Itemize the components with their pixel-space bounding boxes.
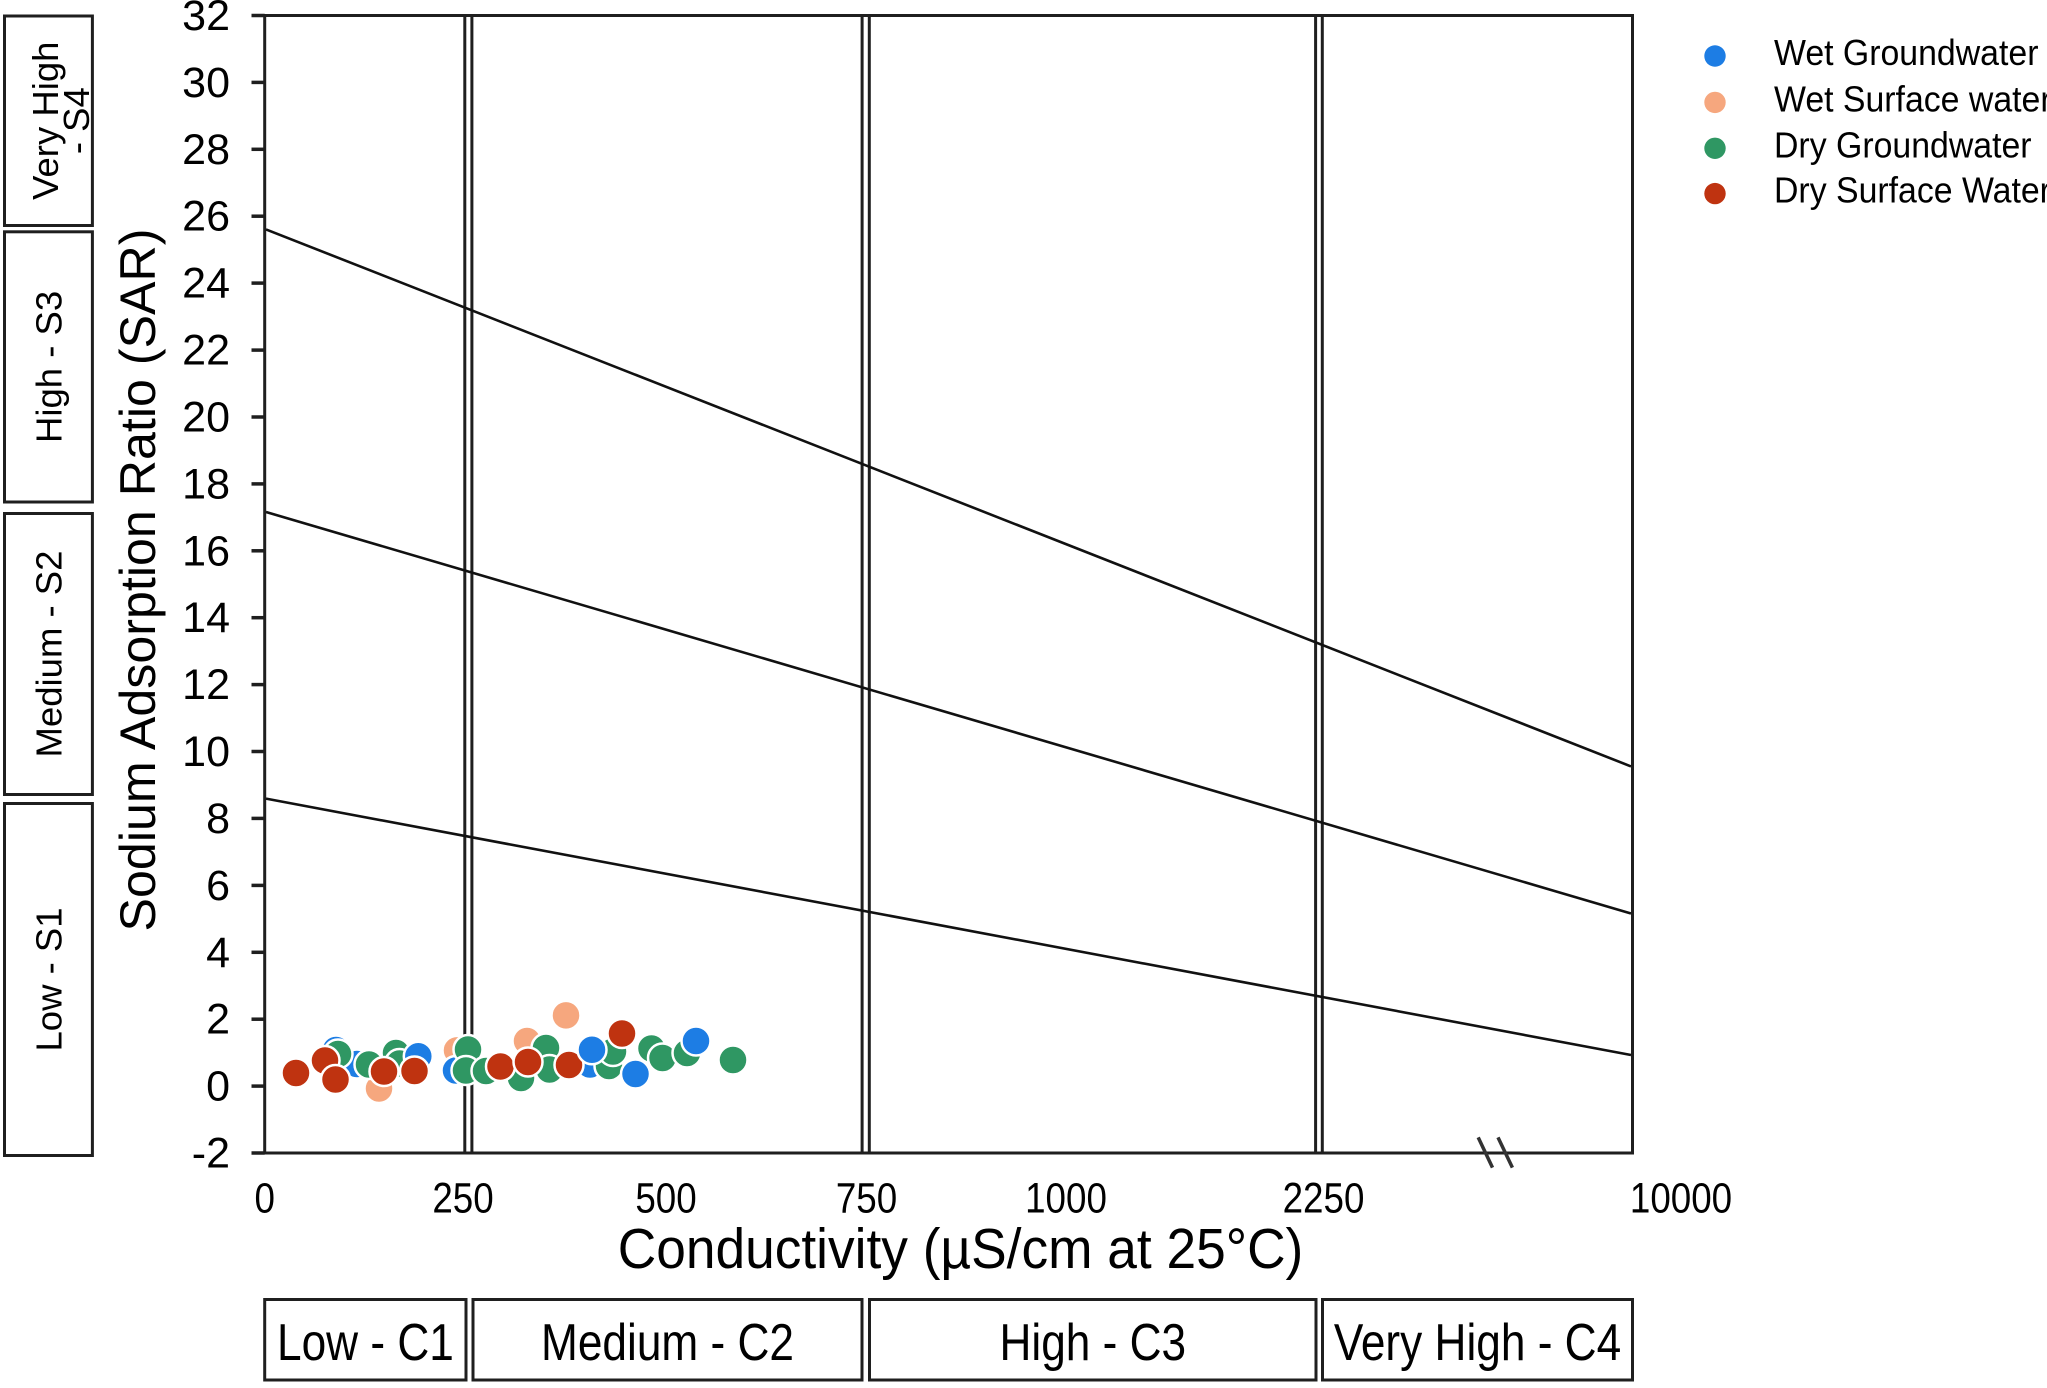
svg-text:10000: 10000 <box>1630 1175 1732 1222</box>
svg-text:28: 28 <box>182 126 230 174</box>
svg-text:Dry Groundwater: Dry Groundwater <box>1774 125 2032 165</box>
svg-text:30: 30 <box>182 59 230 107</box>
svg-text:2250: 2250 <box>1283 1175 1365 1222</box>
svg-text:High - S3: High - S3 <box>28 291 69 443</box>
svg-text:Sodium Adsorption Ratio (SAR): Sodium Adsorption Ratio (SAR) <box>110 229 166 932</box>
svg-text:0: 0 <box>254 1175 274 1222</box>
svg-text:- S4: - S4 <box>56 87 97 154</box>
svg-text:Very High: Very High <box>25 42 66 200</box>
svg-text:250: 250 <box>432 1175 493 1222</box>
svg-text:Wet Groundwater: Wet Groundwater <box>1774 33 2039 73</box>
svg-text:14: 14 <box>182 594 230 642</box>
svg-text:Low - C1: Low - C1 <box>277 1314 454 1372</box>
svg-text:500: 500 <box>635 1175 696 1222</box>
svg-text:22: 22 <box>182 327 230 375</box>
svg-text:Conductivity (µS/cm at 25°C): Conductivity (µS/cm at 25°C) <box>618 1216 1304 1280</box>
svg-text:18: 18 <box>182 460 230 508</box>
svg-text:Medium - S2: Medium - S2 <box>28 551 69 758</box>
svg-text:750: 750 <box>836 1175 897 1222</box>
svg-text:20: 20 <box>182 394 230 442</box>
svg-text:Medium - C2: Medium - C2 <box>541 1314 794 1372</box>
svg-text:4: 4 <box>206 929 230 977</box>
svg-text:26: 26 <box>182 193 230 241</box>
svg-text:High - C3: High - C3 <box>999 1314 1186 1372</box>
svg-text:0: 0 <box>206 1063 230 1111</box>
svg-text:Wet Surface water: Wet Surface water <box>1774 79 2047 119</box>
svg-text:8: 8 <box>206 795 230 843</box>
svg-text:Dry Surface Water: Dry Surface Water <box>1774 171 2047 211</box>
svg-text:-2: -2 <box>192 1130 230 1178</box>
svg-text:24: 24 <box>182 260 230 308</box>
svg-text:12: 12 <box>182 661 230 709</box>
svg-text:16: 16 <box>182 527 230 575</box>
svg-text:Very High - C4: Very High - C4 <box>1334 1314 1621 1372</box>
svg-text:Low - S1: Low - S1 <box>28 907 69 1051</box>
svg-text:6: 6 <box>206 862 230 910</box>
svg-text:2: 2 <box>206 996 230 1044</box>
svg-text:32: 32 <box>182 0 230 40</box>
svg-text:1000: 1000 <box>1025 1175 1107 1222</box>
svg-text:10: 10 <box>182 728 230 776</box>
